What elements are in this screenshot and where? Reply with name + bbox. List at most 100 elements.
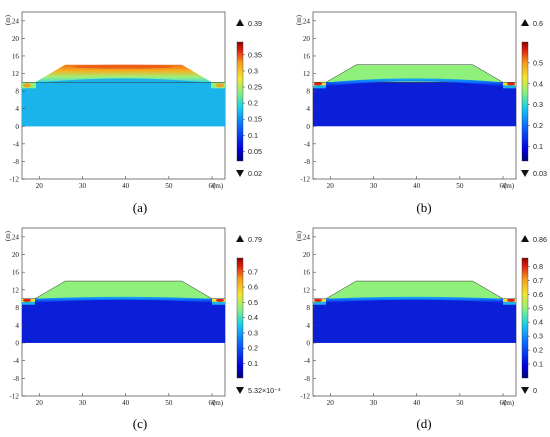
colorbar-tick-label: 0.6 (533, 290, 543, 299)
colorbar-tick-label: 0.5 (533, 304, 543, 313)
y-tick-label: 16 (12, 52, 20, 60)
contour-domain (22, 64, 225, 127)
y-tick-label: 4 (306, 105, 310, 113)
colorbar-tick-label: 0.5 (248, 298, 258, 307)
y-tick-label: 24 (303, 17, 311, 25)
panel-caption: (b) (416, 200, 431, 215)
colorbar-max-icon (521, 19, 529, 26)
x-tick-label: 60 (208, 182, 216, 190)
x-axis: 20 30 40 50 60(m) (36, 393, 224, 407)
colorbar-max-icon (521, 235, 529, 242)
x-axis: 20 30 40 50 60(m) (327, 176, 515, 190)
y-tick-label: 20 (303, 35, 311, 43)
y-tick-label: -4 (13, 140, 19, 148)
y-tick-label: -8 (304, 158, 310, 166)
colorbar-tick-label: 0.05 (248, 147, 262, 156)
y-tick-label: -12 (300, 176, 310, 184)
y-tick-label: 4 (15, 105, 19, 113)
colorbar: 0.39 0.02 0.35 0.3 0.25 0.2 0.15 0.1 0.05 (236, 19, 262, 178)
y-tick-label: 16 (303, 52, 311, 60)
colorbar: 0.86 0 0.8 0.7 0.6 0.5 0.4 0.3 0.2 0.1 (521, 235, 547, 395)
colorbar-tick-label: 0.2 (533, 346, 543, 355)
y-tick-label: 20 (12, 35, 20, 43)
colorbar-min-label: 5.32×10⁻³ (248, 386, 281, 395)
colorbar-tick-label: 0.2 (248, 344, 258, 353)
colorbar: 0.6 0.03 0.5 0.4 0.3 0.2 0.1 (521, 19, 547, 178)
colorbar-tick-label: 0.6 (248, 283, 258, 292)
y-tick-label: 12 (12, 70, 20, 78)
y-tick-label: 12 (12, 286, 20, 294)
x-tick-label: 50 (456, 399, 464, 407)
y-tick-label: 8 (306, 304, 310, 312)
y-tick-label: 8 (15, 304, 19, 312)
colorbar-tick-label: 0.25 (248, 83, 262, 92)
y-tick-label: 24 (12, 17, 20, 25)
contour-domain (313, 64, 516, 127)
y-tick-label: 8 (15, 88, 19, 96)
contour-domain (313, 280, 516, 343)
y-unit-label: (m) (4, 14, 12, 25)
x-tick-label: 20 (36, 182, 44, 190)
y-tick-label: 16 (12, 269, 20, 277)
x-tick-label: 60 (499, 182, 507, 190)
colorbar-min-icon (236, 387, 244, 394)
colorbar-tick-label: 0.7 (533, 276, 543, 285)
y-tick-label: 12 (303, 70, 311, 78)
y-axis: 24 20 16 12 8 4 0 -4 -8 -12 (m) (4, 14, 25, 184)
colorbar-tick-label: 0.2 (533, 121, 543, 130)
x-tick-label: 50 (165, 399, 173, 407)
y-tick-label: 0 (306, 123, 310, 131)
y-tick-label: 8 (306, 88, 310, 96)
x-tick-label: 20 (327, 182, 335, 190)
colorbar-tick-label: 0.4 (533, 318, 543, 327)
colorbar-tick-label: 0.8 (533, 262, 543, 271)
colorbar-tick-label: 0.3 (533, 332, 543, 341)
x-unit-label: (m) (504, 182, 515, 190)
x-tick-label: 30 (79, 399, 87, 407)
y-tick-label: 4 (15, 322, 19, 330)
colorbar-tick-label: 0.4 (248, 313, 258, 322)
x-unit-label: (m) (213, 182, 224, 190)
y-tick-label: -4 (13, 357, 19, 365)
colorbar-max-icon (236, 235, 244, 242)
colorbar-min-icon (236, 170, 244, 177)
x-tick-label: 20 (36, 399, 44, 407)
y-unit-label: (m) (4, 230, 12, 241)
colorbar-tick-label: 0.3 (248, 66, 258, 75)
colorbar-tick-label: 0.1 (533, 360, 543, 369)
y-tick-label: 0 (15, 123, 19, 131)
x-tick-label: 50 (456, 182, 464, 190)
y-tick-label: -4 (304, 357, 310, 365)
y-tick-label: 4 (306, 322, 310, 330)
colorbar-min-icon (521, 170, 529, 177)
x-tick-label: 40 (413, 182, 421, 190)
colorbar-tick-label: 0.4 (533, 79, 543, 88)
x-unit-label: (m) (213, 399, 224, 407)
y-unit-label: (m) (295, 230, 303, 241)
colorbar-tick-label: 0.35 (248, 50, 262, 59)
panel-caption: (d) (416, 416, 431, 431)
y-tick-label: 0 (15, 339, 19, 347)
x-tick-label: 20 (327, 399, 335, 407)
colorbar-gradient (521, 41, 529, 162)
colorbar-gradient (521, 257, 529, 379)
colorbar-tick-label: 0.1 (248, 359, 258, 368)
colorbar-gradient (236, 41, 244, 162)
y-tick-label: 20 (12, 251, 20, 259)
y-axis: 24 20 16 12 8 4 0 -4 -8 -12 (m) (295, 230, 316, 401)
colorbar-max-label: 0.39 (248, 19, 262, 28)
y-tick-label: 16 (303, 269, 311, 277)
contour-domain (22, 280, 225, 343)
colorbar-tick-label: 0.1 (533, 142, 543, 151)
y-tick-label: -4 (304, 140, 310, 148)
y-tick-label: 12 (303, 286, 311, 294)
x-axis: 20 30 40 50 60(m) (36, 176, 224, 190)
x-axis: 20 30 40 50 60(m) (327, 393, 515, 407)
y-tick-label: -8 (13, 158, 19, 166)
x-unit-label: (m) (504, 399, 515, 407)
colorbar-gradient (236, 257, 244, 379)
